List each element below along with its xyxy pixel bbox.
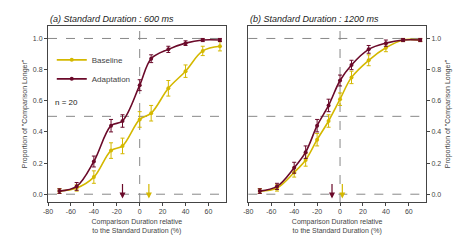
svg-text:0.6: 0.6 — [33, 97, 43, 104]
svg-text:40: 40 — [182, 208, 190, 215]
svg-text:60: 60 — [205, 208, 213, 215]
svg-text:0.2: 0.2 — [431, 160, 441, 167]
svg-text:-80: -80 — [43, 208, 53, 215]
svg-text:0.8: 0.8 — [33, 66, 43, 73]
svg-text:-60: -60 — [266, 208, 276, 215]
svg-text:0.0: 0.0 — [431, 191, 441, 198]
svg-text:Proportion of "Comparison Long: Proportion of "Comparison Longer" — [21, 59, 29, 168]
svg-text:60: 60 — [405, 208, 413, 215]
svg-text:20: 20 — [359, 208, 367, 215]
svg-text:0.4: 0.4 — [33, 128, 43, 135]
svg-text:0.6: 0.6 — [431, 97, 441, 104]
svg-text:-40: -40 — [89, 208, 99, 215]
svg-text:20: 20 — [159, 208, 167, 215]
svg-text:(a) Standard Duration : 600 ms: (a) Standard Duration : 600 ms — [50, 14, 174, 24]
svg-text:1.0: 1.0 — [33, 35, 43, 42]
svg-text:-40: -40 — [289, 208, 299, 215]
svg-text:0.2: 0.2 — [33, 160, 43, 167]
svg-text:Proportion of "Comparison Long: Proportion of "Comparison Longer" — [444, 59, 452, 168]
svg-text:0.4: 0.4 — [431, 128, 441, 135]
svg-text:0: 0 — [338, 208, 342, 215]
svg-text:Comparison Duration relativeto: Comparison Duration relativeto the Stand… — [92, 218, 183, 235]
svg-text:-20: -20 — [312, 208, 322, 215]
svg-text:0.0: 0.0 — [33, 191, 43, 198]
svg-text:-20: -20 — [112, 208, 122, 215]
svg-text:-80: -80 — [243, 208, 253, 215]
svg-text:-60: -60 — [66, 208, 76, 215]
svg-text:Baseline: Baseline — [92, 56, 123, 65]
svg-text:n = 20: n = 20 — [55, 98, 78, 107]
svg-text:40: 40 — [382, 208, 390, 215]
svg-text:1.0: 1.0 — [431, 35, 441, 42]
svg-text:0: 0 — [138, 208, 142, 215]
svg-text:0.8: 0.8 — [431, 66, 441, 73]
svg-text:Adaptation: Adaptation — [92, 75, 130, 84]
svg-text:Comparison Duration relativeto: Comparison Duration relativeto the Stand… — [292, 218, 383, 235]
svg-text:(b) Standard Duration : 1200 m: (b) Standard Duration : 1200 ms — [250, 14, 379, 24]
